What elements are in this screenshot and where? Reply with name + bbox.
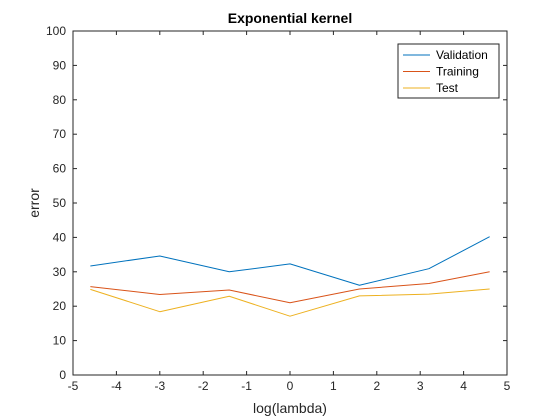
data-point-validation [428, 268, 429, 269]
data-point-test [229, 296, 230, 297]
data-point-training [229, 290, 230, 291]
data-point-validation [489, 236, 490, 237]
x-tick-label: -3 [154, 379, 165, 393]
data-point-test [90, 289, 91, 290]
y-tick-label: 20 [53, 299, 67, 313]
chart-title: Exponential kernel [228, 10, 352, 26]
legend-label-training: Training [436, 65, 479, 79]
series-line-test [90, 288, 490, 317]
x-axis-title: log(lambda) [253, 400, 327, 416]
series-line-validation [90, 236, 490, 286]
data-point-training [159, 294, 160, 295]
legend-label-test: Test [436, 81, 459, 95]
data-point-test [489, 289, 490, 290]
x-tick-label: 0 [287, 379, 294, 393]
data-point-test [290, 316, 291, 317]
data-point-training [290, 302, 291, 303]
y-axis-title: error [26, 188, 42, 218]
x-tick-label: 4 [460, 379, 467, 393]
y-tick-label: 0 [59, 368, 66, 382]
data-point-training [489, 271, 490, 272]
x-tick-label: 1 [330, 379, 337, 393]
x-tick-label: 5 [504, 379, 511, 393]
data-point-validation [159, 255, 160, 256]
x-tick-label: 3 [417, 379, 424, 393]
x-tick-label: -2 [198, 379, 209, 393]
data-point-validation [90, 265, 91, 266]
x-tick-label: 2 [373, 379, 380, 393]
x-tick-label: -1 [241, 379, 252, 393]
y-tick-label: 100 [46, 24, 66, 38]
data-point-test [359, 295, 360, 296]
data-point-test [428, 294, 429, 295]
data-point-validation [359, 285, 360, 286]
legend-label-validation: Validation [436, 48, 488, 62]
legend: Validation Training Test [397, 43, 500, 99]
y-tick-label: 40 [53, 230, 67, 244]
data-point-training [428, 283, 429, 284]
data-point-validation [290, 263, 291, 264]
y-tick-label: 90 [53, 58, 67, 72]
y-tick-label: 30 [53, 265, 67, 279]
y-tick-label: 50 [53, 196, 67, 210]
data-point-validation [229, 271, 230, 272]
y-tick-label: 80 [53, 93, 67, 107]
data-point-training [90, 286, 91, 287]
data-point-test [159, 311, 160, 312]
y-tick-label: 70 [53, 127, 67, 141]
data-point-training [359, 289, 360, 290]
x-tick-label: -5 [68, 379, 79, 393]
y-tick-label: 60 [53, 162, 67, 176]
x-tick-label: -4 [111, 379, 122, 393]
y-tick-label: 10 [53, 334, 67, 348]
series-line-training [90, 271, 490, 304]
